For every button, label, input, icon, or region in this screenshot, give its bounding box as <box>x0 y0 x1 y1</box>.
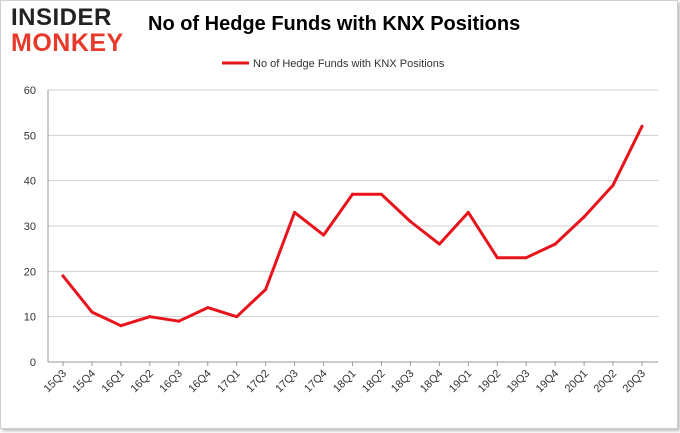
x-tick-label: 18Q1 <box>331 368 359 396</box>
data-point <box>525 256 528 259</box>
y-tick-label: 60 <box>24 85 36 97</box>
x-tick-label: 20Q3 <box>621 368 649 396</box>
data-point <box>351 193 354 196</box>
x-tick-labels: 15Q3 15Q4 16Q1 16Q2 16Q3 16Q4 17Q1 17Q2 17Q3 17Q4… <box>42 368 649 396</box>
x-tick-label: 17Q2 <box>244 368 272 396</box>
x-tick-label: 19Q2 <box>476 368 504 396</box>
y-tick-labels: 0 10 20 30 40 50 60 <box>24 85 36 369</box>
data-point <box>409 220 412 223</box>
x-tick-label: 17Q3 <box>273 368 301 396</box>
data-point <box>62 274 65 277</box>
data-point <box>380 193 383 196</box>
data-point <box>264 288 267 291</box>
x-tick-label: 15Q4 <box>71 368 99 396</box>
data-point <box>119 324 122 327</box>
x-tick-label: 17Q4 <box>302 368 330 396</box>
data-point <box>322 234 325 237</box>
data-point <box>206 306 209 309</box>
legend-label: No of Hedge Funds with KNX Positions <box>253 58 445 70</box>
y-tick-label: 30 <box>24 221 36 233</box>
data-point <box>177 320 180 323</box>
x-tick-label: 16Q3 <box>157 368 185 396</box>
data-point <box>438 243 441 246</box>
x-tick-label: 15Q3 <box>42 368 70 396</box>
y-tick-label: 20 <box>24 266 36 278</box>
grid-lines <box>48 90 658 317</box>
data-point <box>293 211 296 214</box>
x-tick-label: 18Q3 <box>389 368 417 396</box>
x-tick-label: 19Q3 <box>505 368 533 396</box>
x-tick-label: 19Q1 <box>447 368 475 396</box>
data-point <box>641 125 644 128</box>
axes <box>48 90 658 366</box>
data-point <box>554 243 557 246</box>
y-tick-label: 50 <box>24 130 36 142</box>
data-point <box>583 215 586 218</box>
data-point <box>612 184 615 187</box>
x-tick-label: 16Q1 <box>99 368 127 396</box>
x-tick-label: 16Q4 <box>186 368 214 396</box>
x-tick-label: 19Q4 <box>534 368 562 396</box>
x-tick-label: 16Q2 <box>128 368 156 396</box>
data-point <box>467 211 470 214</box>
x-tick-label: 18Q4 <box>418 368 446 396</box>
x-tick-label: 20Q2 <box>592 368 620 396</box>
legend: No of Hedge Funds with KNX Positions <box>222 58 445 70</box>
y-tick-label: 10 <box>24 312 36 324</box>
y-tick-label: 0 <box>30 357 36 369</box>
y-tick-label: 40 <box>24 176 36 188</box>
data-point <box>496 256 499 259</box>
data-point <box>148 315 151 318</box>
data-point <box>90 311 93 314</box>
x-tick-label: 20Q1 <box>563 368 591 396</box>
data-point <box>235 315 238 318</box>
x-tick-label: 17Q1 <box>215 368 243 396</box>
x-tick-label: 18Q2 <box>360 368 388 396</box>
